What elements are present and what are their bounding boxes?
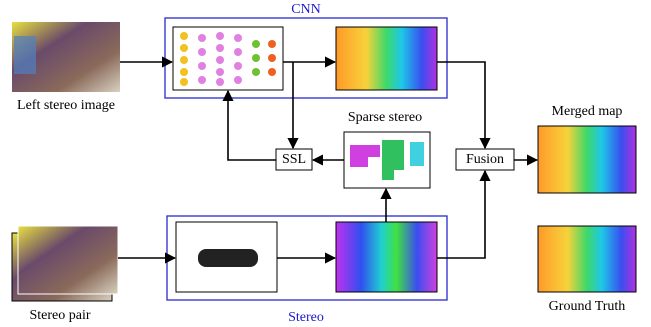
camera [198, 249, 258, 267]
fusion-label: Fusion [466, 152, 504, 167]
ground-truth-map [538, 226, 636, 292]
diagram: CNN Stereo Left stereo image Sparse ster… [0, 0, 651, 327]
stereo-pair-front [18, 226, 118, 294]
merged-map-label: Merged map [552, 104, 623, 119]
stereo-depth-map [336, 222, 437, 292]
cnn-label: CNN [291, 2, 321, 17]
left-image-label: Left stereo image [17, 98, 115, 113]
cnn-depth-map [336, 27, 437, 90]
merged-map [538, 126, 636, 193]
photo-detail [14, 36, 36, 74]
ground-truth-label: Ground Truth [549, 299, 626, 314]
stereo-pair-label: Stereo pair [29, 308, 90, 323]
sparse-blob [410, 142, 424, 166]
network-image [173, 27, 283, 90]
stereo-label: Stereo [288, 310, 324, 325]
sparse-stereo-label: Sparse stereo [348, 110, 422, 125]
ssl-label: SSL [282, 152, 306, 167]
